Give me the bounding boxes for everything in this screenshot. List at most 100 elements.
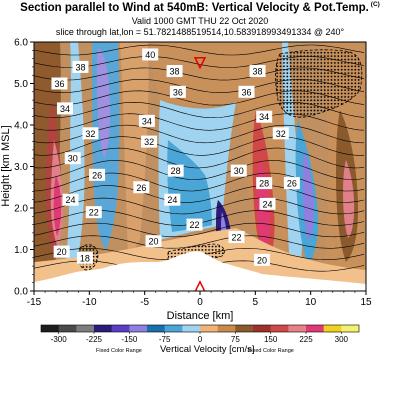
contour-label-box [169,85,186,98]
theta-contour-line [34,44,365,56]
contour-label-box [133,181,150,194]
theta-contour-line [34,160,365,180]
chart-title-text: Section parallel to Wind at 540mB: Verti… [20,1,369,14]
contour-label: 34 [60,104,70,114]
y-tick-label: 1.0 [14,245,28,256]
colorbar-swatch [341,325,360,332]
contour-label-box [142,48,159,61]
contour-label: 36 [54,79,64,89]
colorbar-swatch [41,325,59,332]
y-tick-label: 2.0 [14,204,28,215]
contour-label-box [62,193,79,206]
colorbar-swatch [306,325,324,332]
colorbar-tick-label: -150 [121,335,138,344]
colorbar-tick-label: 150 [264,335,278,344]
shade-blue-center [167,140,212,232]
colorbar-swatch [235,325,254,332]
chart-title: Section parallel to Wind at 540mB: Verti… [0,1,400,14]
y-tick-label: 6.0 [14,38,28,49]
x-axis-label: Distance [km] [167,310,234,322]
contour-label-box [230,164,247,177]
contour-label-box [166,65,183,78]
contour-label-box [145,235,162,248]
copyright-mark: (C) [370,1,380,8]
contour-label: 18 [80,253,90,263]
contour-label: 40 [145,50,155,60]
shade-lightblue-left-band [66,42,85,262]
contour-label: 26 [136,183,146,193]
theta-contour-line [34,235,365,249]
location-markers [193,57,207,291]
colorbar-swatch [288,325,307,332]
slice-location: slice through lat,lon = 51.7821488519514… [55,27,345,37]
y-axis: 0.0 1.0 2.0 3.0 4.0 5.0 6.0 [14,38,34,298]
colorbar-swatch [270,325,289,332]
theta-contour-line [34,172,365,192]
contour-label-box [253,253,270,266]
contour-label-box [228,231,245,244]
colorbar-note-right: Fixed Color Range [248,348,294,354]
colorbar-swatch [129,325,148,332]
colorbar-title: Vertical Velocity [cm/s] [160,344,255,355]
contour-label-box [238,85,255,98]
marker-triangle-down [193,57,207,70]
colorbar: -300 -225 -150 -75 0 75 150 225 300 [40,324,360,344]
x-tick-label: 5 [253,297,259,308]
contour-labels: 3638343230262422201840383634322628242220… [51,48,300,266]
y-tick-label: 0.0 [14,287,28,298]
contour-label-box [256,110,273,123]
x-tick-label: 0 [197,297,203,308]
contour-label-box [76,251,93,264]
contour-label-box [141,135,158,148]
colorbar-swatch [58,325,77,332]
contour-label: 28 [259,179,269,189]
contour-label: 24 [262,199,272,209]
contour-label-box [72,60,89,73]
colorbar-tick-label: 75 [231,335,240,344]
colorbar-tick-label: 300 [335,335,349,344]
colorbar-tick-label: -300 [51,335,68,344]
valid-time: Valid 1000 GMT THU 22 Oct 2020 [131,16,269,26]
contour-label: 24 [66,195,76,205]
colorbar-swatch [253,325,271,332]
contour-label-box [272,127,289,140]
contour-label: 24 [167,195,177,205]
x-axis: -15 -10 -5 0 5 10 15 [27,291,372,308]
contour-label-box [85,206,102,219]
colorbar-swatch [323,325,342,332]
y-tick-label: 4.0 [14,121,28,132]
colorbar-swatch [111,325,130,332]
contour-label: 22 [89,208,99,218]
contour-label: 20 [257,255,267,265]
contour-label: 32 [144,137,154,147]
colorbar-swatch [182,325,201,332]
contour-label-box [259,197,276,210]
colorbar-swatch [147,325,165,332]
contour-label-box [82,127,99,140]
marker-triangle-up [194,280,206,291]
x-tick-label: 15 [360,297,372,308]
colorbar-tick-label: -225 [86,335,103,344]
x-tick-label: 10 [305,297,317,308]
y-axis-label: Height [km MSL] [0,125,12,206]
x-tick-label: -5 [140,297,149,308]
contour-label: 32 [276,129,286,139]
colorbar-tick-label: -75 [159,335,171,344]
y-tick-label: 3.0 [14,162,28,173]
contour-label-box [89,168,106,181]
contour-label: 38 [75,62,85,72]
colorbar-tick-label: 225 [299,335,313,344]
contour-label: 38 [253,67,263,77]
theta-contour-line [34,185,365,203]
colorbar-swatch [200,325,218,332]
contour-label: 38 [170,67,180,77]
contour-label-box [249,65,266,78]
theta-contour-line [34,197,365,215]
theta-contour-line [34,222,365,238]
contour-label-box [186,218,203,231]
x-tick-label: -15 [27,297,42,308]
contour-label: 22 [189,220,199,230]
contour-label: 26 [287,179,297,189]
theta-contour-line [34,136,365,156]
